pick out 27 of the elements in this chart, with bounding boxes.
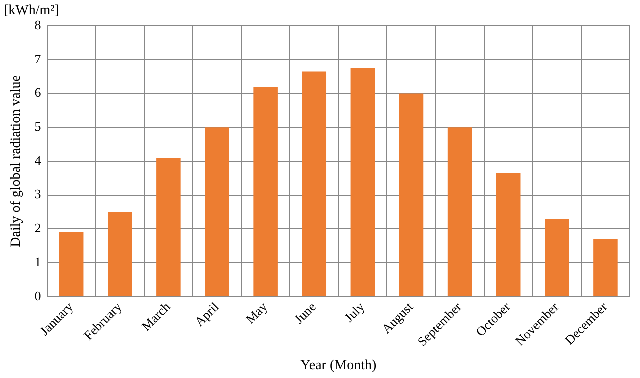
y-tick-label: 6 [34,85,42,100]
bar [205,128,230,296]
y-tick-label: 5 [34,118,42,134]
bar [545,218,570,296]
x-tick-label: July [342,298,368,326]
x-tick-label: June [291,299,320,327]
bar [496,173,521,296]
bar [254,86,278,296]
bar [302,72,327,296]
y-axis-title: Daily of global radiation value [9,76,24,248]
bar [594,239,618,296]
bar [350,68,376,296]
y-tick-label: 3 [34,186,42,202]
x-tick-label: May [242,298,271,327]
bar [399,94,424,296]
bar [156,158,181,296]
y-tick-label: 1 [34,254,42,270]
y-tick-label: 8 [34,17,42,32]
y-tick-label: 7 [34,51,42,66]
bar [448,128,472,296]
bar [108,212,132,296]
y-tick-label: 0 [34,288,42,304]
y-tick-label: 2 [34,220,42,236]
y-tick-label: 4 [34,152,42,168]
x-axis-title: Year (Month) [300,358,377,374]
text: [kWh/m²] [4,4,60,19]
bar [59,232,84,296]
